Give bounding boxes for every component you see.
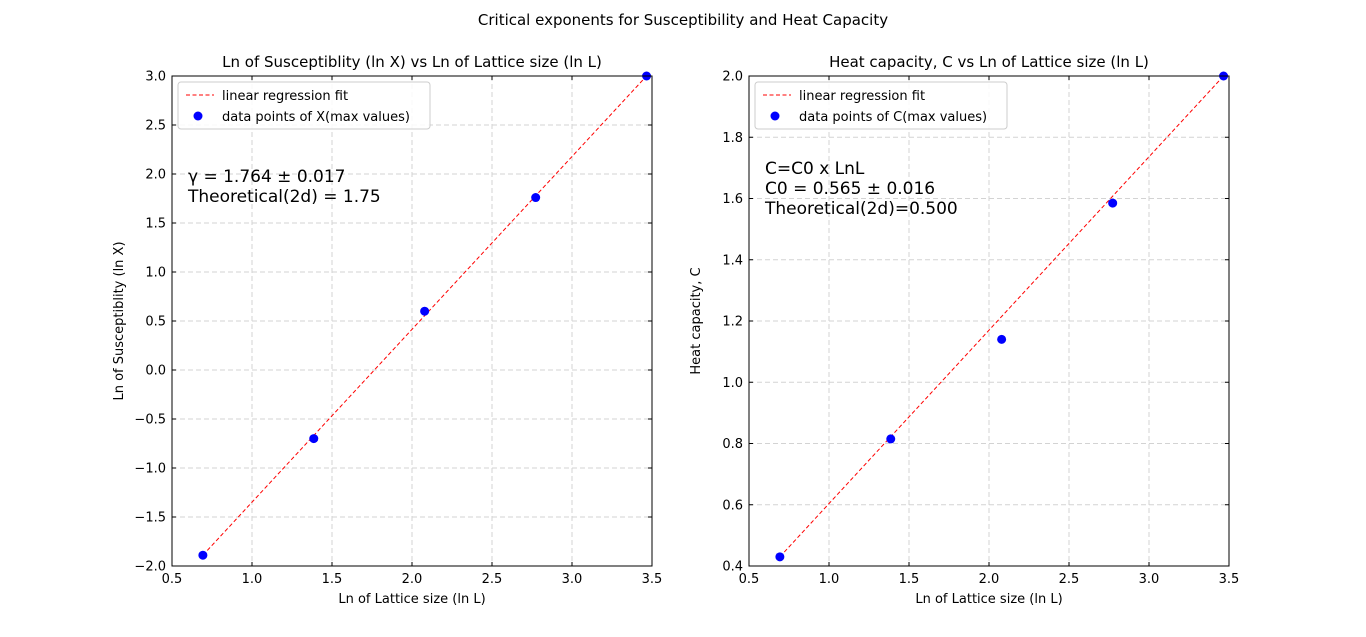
y-tick-label: 0.4 — [722, 560, 743, 575]
chart-title: Heat capacity, C vs Ln of Lattice size (… — [829, 53, 1149, 71]
chart-title: Ln of Susceptiblity (ln X) vs Ln of Latt… — [222, 53, 602, 71]
data-point — [309, 434, 319, 444]
y-tick-label: 0.0 — [145, 364, 166, 379]
legend-point-swatch — [193, 111, 203, 121]
x-tick-label: 3.5 — [1219, 572, 1240, 587]
data-point — [420, 306, 430, 316]
y-tick-label: −2.0 — [134, 560, 166, 575]
y-tick-label: 2.0 — [145, 168, 166, 183]
data-point — [198, 550, 208, 560]
regression-fit-line — [779, 75, 1224, 558]
y-tick-label: 1.0 — [722, 376, 743, 391]
annotation-line: Theoretical(2d) = 1.75 — [187, 187, 381, 207]
x-tick-label: 3.0 — [1139, 572, 1160, 587]
x-tick-label: 2.0 — [402, 572, 423, 587]
y-tick-label: 1.6 — [722, 192, 743, 207]
y-tick-label: 1.2 — [722, 315, 743, 330]
data-point — [886, 434, 896, 444]
annotation-line: Theoretical(2d)=0.500 — [764, 199, 958, 219]
data-point — [997, 334, 1007, 344]
x-tick-label: 1.5 — [322, 572, 343, 587]
legend-box — [754, 81, 1008, 130]
x-tick-label: 1.0 — [242, 572, 263, 587]
y-axis-title: Ln of Susceptiblity (ln X) — [112, 241, 127, 400]
x-tick-label: 3.0 — [562, 572, 583, 587]
x-tick-label: 0.5 — [162, 572, 183, 587]
legend-label-points: data points of X(max values) — [222, 110, 410, 125]
legend-box — [177, 81, 431, 130]
y-tick-label: 2.5 — [145, 119, 166, 134]
x-tick-label: 2.5 — [482, 572, 503, 587]
chart-right-heat-capacity: 0.5 1.0 1.5 2.0 2.5 3.0 3.5 0.4 0.6 0.8 1.0 1.2 1.4 1… — [689, 53, 1239, 607]
chart-left-susceptibility: 0.5 1.0 1.5 2.0 2.5 3.0 3.5 −2.0 −1.5 −1.0 −0.5 0.0… — [112, 53, 662, 607]
legend-label-fit: linear regression fit — [799, 89, 925, 104]
y-tick-label: −0.5 — [134, 413, 166, 428]
y-tick-label: 0.5 — [145, 315, 166, 330]
legend-label-fit: linear regression fit — [222, 89, 348, 104]
y-tick-label: 1.4 — [722, 253, 743, 268]
y-axis-title: Heat capacity, C — [689, 267, 704, 374]
annotation-line: C=C0 x LnL — [765, 159, 865, 179]
y-tick-label: 1.5 — [145, 217, 166, 232]
x-tick-label: 3.5 — [642, 572, 663, 587]
x-axis-title: Ln of Lattice size (ln L) — [915, 592, 1062, 607]
y-tick-label: −1.5 — [134, 511, 166, 526]
legend-label-points: data points of C(max values) — [799, 110, 987, 125]
x-tick-label: 1.0 — [819, 572, 840, 587]
x-axis-title: Ln of Lattice size (ln L) — [338, 592, 485, 607]
x-tick-label: 1.5 — [899, 572, 920, 587]
figure-suptitle: Critical exponents for Susceptibility an… — [478, 11, 888, 29]
data-point — [775, 552, 785, 562]
x-tick-label: 2.5 — [1059, 572, 1080, 587]
data-point — [1108, 198, 1118, 208]
data-point — [531, 193, 541, 203]
y-tick-label: 0.8 — [722, 437, 743, 452]
x-tick-label: 2.0 — [979, 572, 1000, 587]
annotation-line: γ = 1.764 ± 0.017 — [188, 167, 346, 187]
annotation-line: C0 = 0.565 ± 0.016 — [765, 179, 935, 199]
y-tick-label: 2.0 — [722, 70, 743, 85]
y-tick-label: 1.8 — [722, 131, 743, 146]
y-tick-label: −1.0 — [134, 462, 166, 477]
y-tick-label: 0.6 — [722, 498, 743, 513]
legend-point-swatch — [770, 111, 780, 121]
y-tick-label: 1.0 — [145, 266, 166, 281]
x-tick-label: 0.5 — [739, 572, 760, 587]
y-tick-label: 3.0 — [145, 70, 166, 85]
